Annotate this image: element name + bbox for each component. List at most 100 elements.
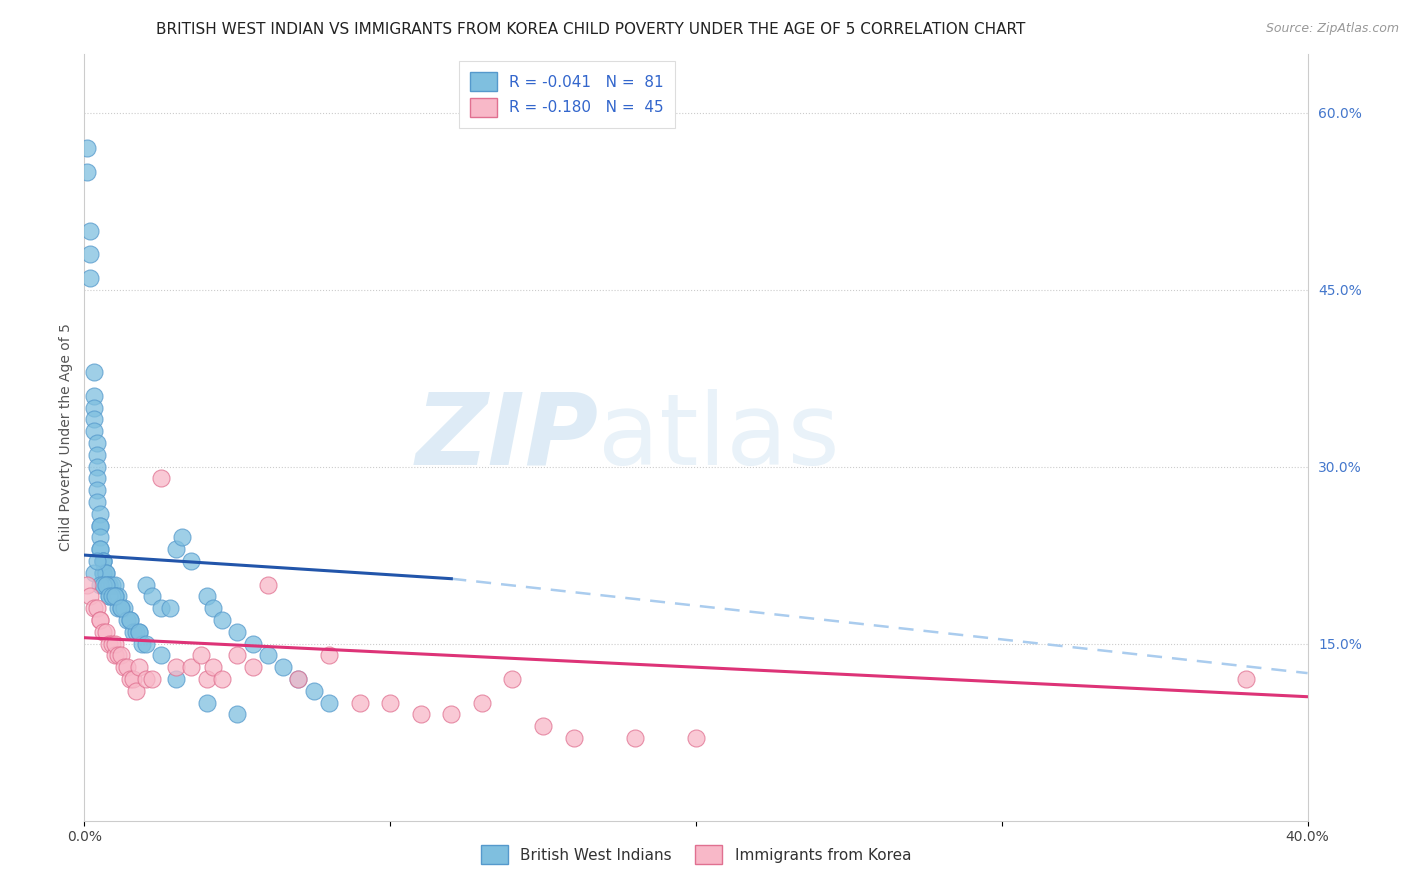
Point [86,495,108,509]
Point [76,141,98,155]
Point [83,566,105,580]
Point [180,660,202,674]
Point [107,601,129,615]
Point [128,624,150,639]
Point [128,660,150,674]
Point [112,601,135,615]
Point [172,530,194,544]
Point [135,577,157,591]
Point [120,613,142,627]
Point [149,471,172,485]
Point [101,590,124,604]
Point [97,577,120,591]
Point [94,624,117,639]
Point [89,613,111,627]
Text: Source: ZipAtlas.com: Source: ZipAtlas.com [1265,22,1399,36]
Point [91,566,114,580]
Point [91,554,114,568]
Point [195,590,218,604]
Point [135,672,157,686]
Point [120,672,142,686]
Point [122,672,145,686]
Point [86,448,108,462]
Point [79,270,101,285]
Point [89,577,111,591]
Point [97,590,120,604]
Point [101,590,124,604]
Point [685,731,707,745]
Point [125,624,148,639]
Point [120,613,142,627]
Point [101,577,124,591]
Point [79,247,101,261]
Point [83,365,105,379]
Point [94,566,117,580]
Point [86,436,108,450]
Point [125,683,148,698]
Point [195,672,218,686]
Point [211,613,233,627]
Point [141,590,163,604]
Point [318,648,340,663]
Point [165,672,187,686]
Point [131,637,153,651]
Point [89,518,111,533]
Point [115,613,138,627]
Point [91,566,114,580]
Point [104,577,127,591]
Point [104,590,127,604]
Point [110,601,132,615]
Point [86,483,108,498]
Point [201,660,224,674]
Point [89,530,111,544]
Point [531,719,554,733]
Point [76,164,98,178]
Point [107,648,129,663]
Point [165,542,187,557]
Text: BRITISH WEST INDIAN VS IMMIGRANTS FROM KOREA CHILD POVERTY UNDER THE AGE OF 5 CO: BRITISH WEST INDIAN VS IMMIGRANTS FROM K… [156,22,1025,37]
Point [115,660,138,674]
Point [562,731,585,745]
Point [141,672,163,686]
Point [318,696,340,710]
Point [180,554,202,568]
Point [257,577,280,591]
Legend: British West Indians, Immigrants from Korea: British West Indians, Immigrants from Ko… [475,838,917,871]
Point [97,577,120,591]
Point [91,554,114,568]
Point [440,707,463,722]
Point [101,637,124,651]
Point [89,507,111,521]
Point [1236,672,1258,686]
Point [107,590,129,604]
Point [91,554,114,568]
Point [94,577,117,591]
Point [89,542,111,557]
Point [128,624,150,639]
Point [409,707,432,722]
Point [149,648,172,663]
Point [471,696,494,710]
Point [83,412,105,426]
Point [86,471,108,485]
Point [190,648,212,663]
Point [97,637,120,651]
Point [349,696,371,710]
Point [226,648,249,663]
Point [242,637,264,651]
Point [211,672,233,686]
Point [110,601,132,615]
Point [104,590,127,604]
Point [83,424,105,438]
Point [86,601,108,615]
Point [122,624,145,639]
Text: ZIP: ZIP [415,389,598,485]
Point [624,731,647,745]
Point [257,648,280,663]
Point [83,389,105,403]
Point [76,577,98,591]
Point [226,624,249,639]
Point [201,601,224,615]
Point [380,696,402,710]
Y-axis label: Child Poverty Under the Age of 5: Child Poverty Under the Age of 5 [59,323,73,551]
